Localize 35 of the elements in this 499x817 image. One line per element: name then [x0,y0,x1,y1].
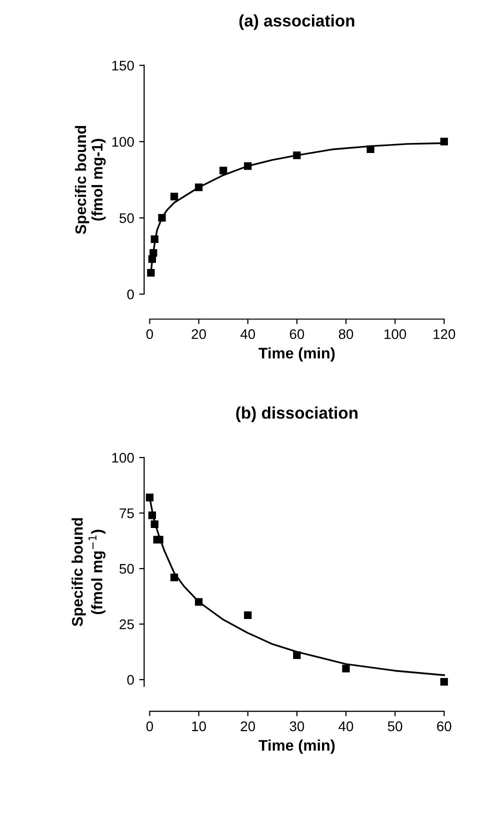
y-tick-label: 25 [120,619,134,630]
x-tick-label: 20 [240,721,256,732]
y-axis-title: Specific bound (fmol mg-1) [74,126,106,234]
y-tick-label: 0 [127,289,134,300]
x-tick-label: 40 [338,721,354,732]
point [244,611,252,620]
point [342,664,350,672]
y-tick-label: 100 [112,452,134,463]
x-tick-label: 60 [290,329,304,340]
y-tick-label: 50 [120,213,134,224]
point [170,192,178,200]
x-tick-label: 100 [384,329,406,340]
x-tick-label: 80 [338,329,354,340]
point [440,678,448,686]
chart-title: (a) association [239,14,354,30]
x-axis-title: Time (min) [258,347,335,362]
x-tick-label: 10 [192,721,206,732]
x-tick-label: 50 [388,721,402,732]
x-tick-label: 30 [290,721,304,732]
point [219,166,228,174]
chart-title: (b) dissociation [236,406,358,422]
y-tick-label: 100 [112,136,134,147]
x-tick-label: 0 [146,329,154,340]
y-axis-title: Specific bound (fmol mg$^{−1}$) [72,518,106,626]
y-tick-label: 150 [112,60,134,71]
x-tick-label: 40 [240,329,256,340]
y-tick-label: 50 [120,564,134,574]
y-tick-label: 0 [127,674,134,685]
x-tick-label: 60 [437,721,452,732]
x-tick-label: 120 [434,329,456,340]
y-tick-label: 75 [120,508,134,518]
point [146,494,154,502]
x-tick-label: 20 [192,329,206,340]
x-tick-label: 0 [146,721,154,732]
x-axis-title: Time (min) [258,740,335,754]
